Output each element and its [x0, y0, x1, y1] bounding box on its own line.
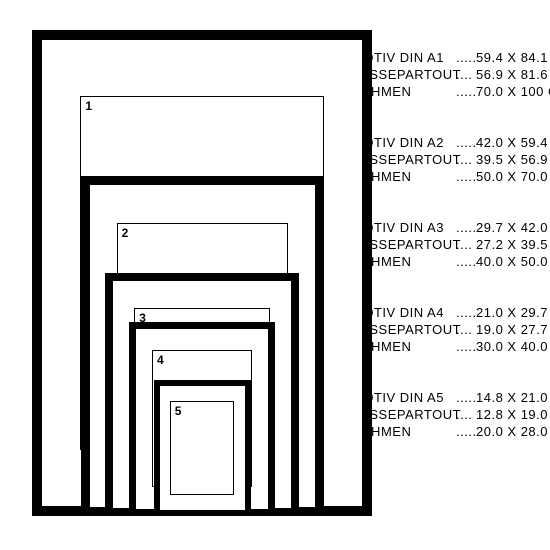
- frame-number-2: 2: [122, 226, 129, 240]
- legend-dots: ........: [456, 304, 476, 321]
- legend-heading-5: 5: [352, 370, 548, 387]
- legend-value: 29.7 X 42.0 CM: [476, 219, 548, 236]
- legend-dots: ....: [456, 236, 476, 253]
- frame-number-5: 5: [175, 404, 182, 418]
- legend-row-2-rahmen: RAHMEN............50.0 X 70.0 CM: [352, 168, 548, 185]
- legend-row-4-motiv: MOTIV DIN A4........21.0 X 29.7 CM: [352, 304, 548, 321]
- legend-row-5-motiv: MOTIV DIN A5........14.8 X 21.0 CM: [352, 389, 548, 406]
- legend-value: 70.0 X 100 CM: [476, 83, 548, 100]
- legend-row-1-motiv: MOTIV DIN A1.......59.4 X 84.1 CM: [352, 49, 548, 66]
- frame-number-1: 1: [85, 99, 92, 113]
- canvas: 123451MOTIV DIN A1.......59.4 X 84.1 CMP…: [0, 0, 550, 550]
- legend-row-1-passepartout: PASSEPARTOUT....56.9 X 81.6 CM: [352, 66, 548, 83]
- legend: 1MOTIV DIN A1.......59.4 X 84.1 CMPASSEP…: [352, 30, 548, 440]
- legend-heading-2: 2: [352, 115, 548, 132]
- legend-value: 27.2 X 39.5 CM: [476, 236, 548, 253]
- legend-row-3-rahmen: RAHMEN............40.0 X 50.0 CM: [352, 253, 548, 270]
- legend-value: 39.5 X 56.9 CM: [476, 151, 548, 168]
- frame-5: 5: [154, 380, 251, 516]
- legend-row-5-passepartout: PASSEPARTOUT....12.8 X 19.0 CM: [352, 406, 548, 423]
- legend-value: 19.0 X 27.7 CM: [476, 321, 548, 338]
- legend-dots: ....: [456, 406, 476, 423]
- legend-dots: ............: [456, 168, 476, 185]
- legend-heading-3: 3: [352, 200, 548, 217]
- legend-dots: .......: [456, 219, 476, 236]
- legend-heading-1: 1: [352, 30, 548, 47]
- legend-row-1-rahmen: RAHMEN............70.0 X 100 CM: [352, 83, 548, 100]
- legend-row-5-rahmen: RAHMEN............20.0 X 28.0 CM: [352, 423, 548, 440]
- legend-dots: ........: [456, 389, 476, 406]
- legend-dots: ............: [456, 253, 476, 270]
- legend-dots: ....: [456, 321, 476, 338]
- legend-value: 12.8 X 19.0 CM: [476, 406, 548, 423]
- legend-row-4-rahmen: RAHMEN............30.0 X 40.0 CM: [352, 338, 548, 355]
- legend-row-2-motiv: MOTIV DIN A2.......42.0 X 59.4 CM: [352, 134, 548, 151]
- legend-value: 20.0 X 28.0 CM: [476, 423, 548, 440]
- legend-value: 14.8 X 21.0 CM: [476, 389, 548, 406]
- legend-value: 40.0 X 50.0 CM: [476, 253, 548, 270]
- legend-value: 50.0 X 70.0 CM: [476, 168, 548, 185]
- legend-dots: .......: [456, 134, 476, 151]
- legend-row-3-motiv: MOTIV DIN A3.......29.7 X 42.0 CM: [352, 219, 548, 236]
- legend-value: 21.0 X 29.7 CM: [476, 304, 548, 321]
- legend-row-3-passepartout: PASSEPARTOUT....27.2 X 39.5 CM: [352, 236, 548, 253]
- legend-value: 30.0 X 40.0 CM: [476, 338, 548, 355]
- legend-block-5: 5 MOTIV DIN A5........14.8 X 21.0 CMPASSE…: [352, 370, 548, 440]
- legend-heading-4: 4: [352, 285, 548, 302]
- legend-block-1: 1 MOTIV DIN A1.......59.4 X 84.1 CMPASSEP…: [352, 30, 548, 100]
- legend-block-4: 4 MOTIV DIN A4........21.0 X 29.7 CMPASSE…: [352, 285, 548, 355]
- legend-dots: ............: [456, 83, 476, 100]
- legend-block-2: 2 MOTIV DIN A2.......42.0 X 59.4 CMPASSEP…: [352, 115, 548, 185]
- frame-number-4: 4: [157, 353, 164, 367]
- legend-value: 56.9 X 81.6 CM: [476, 66, 548, 83]
- legend-block-3: 3 MOTIV DIN A3.......29.7 X 42.0 CMPASSEP…: [352, 200, 548, 270]
- legend-dots: ....: [456, 151, 476, 168]
- legend-value: 42.0 X 59.4 CM: [476, 134, 548, 151]
- legend-row-2-passepartout: PASSEPARTOUT....39.5 X 56.9 CM: [352, 151, 548, 168]
- legend-dots: ............: [456, 423, 476, 440]
- legend-value: 59.4 X 84.1 CM: [476, 49, 548, 66]
- legend-row-4-passepartout: PASSEPARTOUT....19.0 X 27.7 CM: [352, 321, 548, 338]
- legend-dots: ....: [456, 66, 476, 83]
- legend-dots: ............: [456, 338, 476, 355]
- legend-dots: .......: [456, 49, 476, 66]
